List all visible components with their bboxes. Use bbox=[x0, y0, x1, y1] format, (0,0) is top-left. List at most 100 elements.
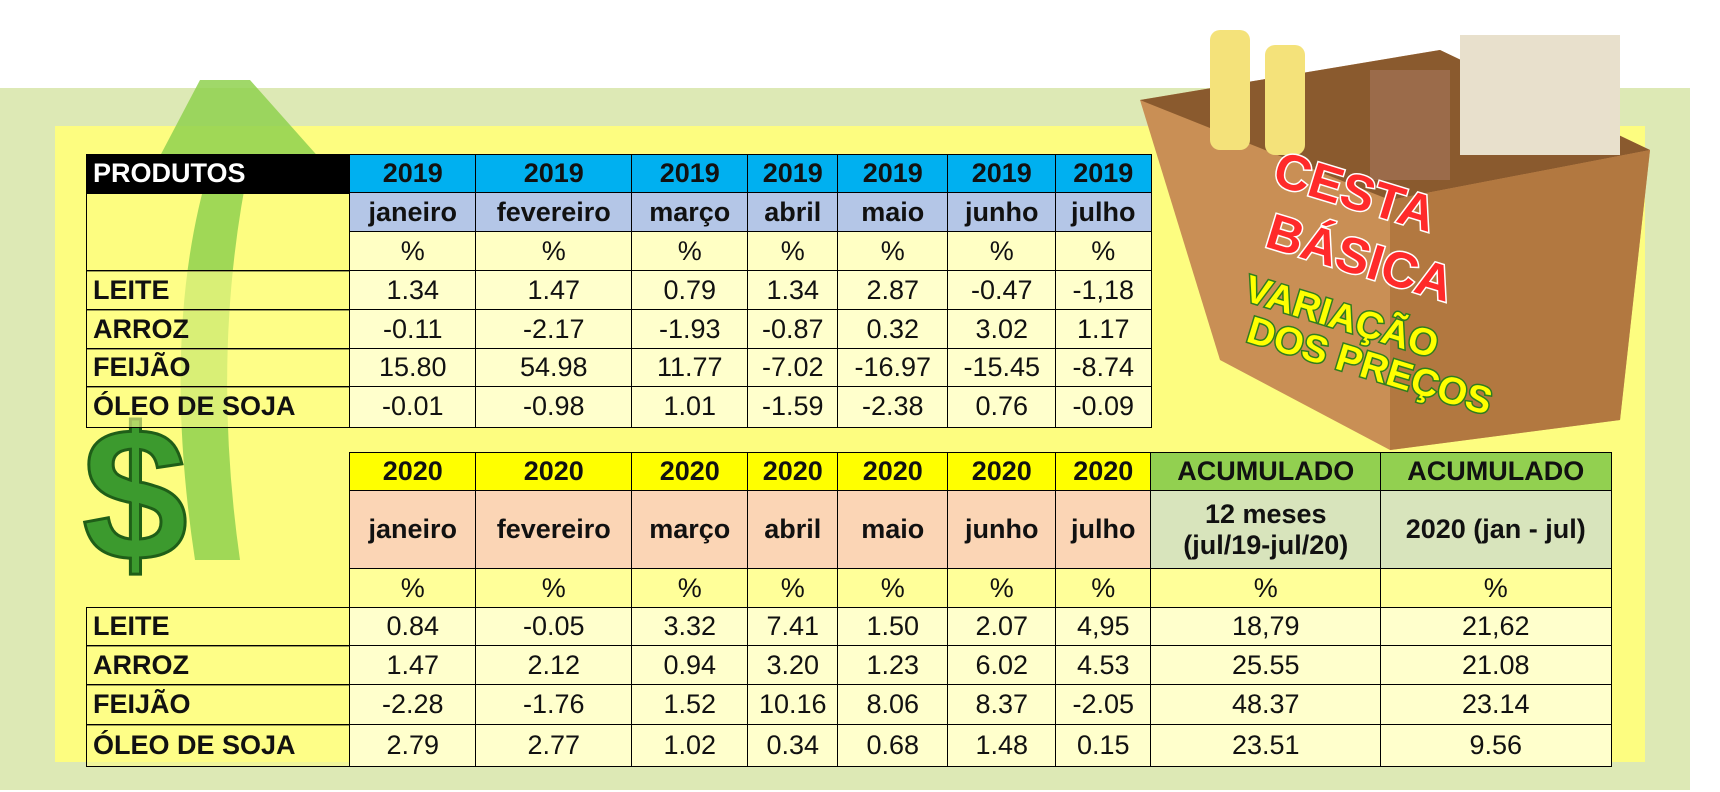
cell-text: 8.37 bbox=[975, 689, 1029, 720]
value-cell: 9.56 bbox=[1380, 724, 1612, 767]
cell-text: 15.80 bbox=[378, 352, 447, 383]
year-cell: 2019 bbox=[747, 154, 839, 194]
cell-text: 0.32 bbox=[866, 313, 920, 344]
month-cell: junho bbox=[947, 192, 1057, 233]
cell-text: LEITE bbox=[93, 274, 170, 305]
cell-text: % bbox=[400, 235, 425, 266]
cell-text: 1.47 bbox=[527, 274, 581, 305]
value-cell: 0.15 bbox=[1055, 724, 1152, 767]
month-cell: julho bbox=[1055, 192, 1152, 233]
cell-text: 1.52 bbox=[663, 689, 717, 720]
cell-text: % bbox=[400, 572, 425, 603]
cell-text: fevereiro bbox=[496, 196, 611, 227]
value-cell: -2.28 bbox=[349, 684, 477, 726]
cell-text: -1,18 bbox=[1072, 274, 1135, 305]
cell-text: 2019 bbox=[1073, 158, 1134, 189]
unit-cell: % bbox=[349, 231, 477, 272]
value-cell: -2.05 bbox=[1055, 684, 1152, 726]
cell-text: 1.34 bbox=[766, 274, 820, 305]
year-cell: 2020 bbox=[747, 452, 839, 492]
cell-text: ARROZ bbox=[93, 649, 189, 680]
cell-text: abril bbox=[764, 514, 822, 545]
cell-text: maio bbox=[861, 514, 925, 545]
cell-text: 2019 bbox=[523, 158, 584, 189]
value-cell: 7.41 bbox=[747, 607, 839, 647]
value-cell: 2.07 bbox=[947, 607, 1057, 647]
cell-text: % bbox=[677, 572, 702, 603]
cell-text: 2.77 bbox=[527, 729, 581, 760]
cell-text: 2019 bbox=[971, 158, 1032, 189]
value-cell: -16.97 bbox=[837, 348, 949, 388]
cell-text: -2.28 bbox=[381, 689, 444, 720]
value-cell: 3.32 bbox=[631, 607, 749, 647]
cell-text: % bbox=[989, 572, 1014, 603]
cell-text: -2.05 bbox=[1072, 689, 1135, 720]
cell-text: fevereiro bbox=[496, 514, 611, 545]
month-cell: fevereiro bbox=[475, 490, 633, 570]
cell-text: 2019 bbox=[762, 158, 823, 189]
cell-text: 2019 bbox=[659, 158, 720, 189]
cell-text: -0.47 bbox=[970, 274, 1033, 305]
year-cell: 2020 bbox=[475, 452, 633, 492]
bottle bbox=[1210, 30, 1250, 150]
unit-cell: % bbox=[631, 231, 749, 272]
cell-text: (jul/19-jul/20) bbox=[1183, 529, 1349, 560]
cell-text: 2020 (jan - jul) bbox=[1405, 514, 1586, 545]
cell-text: 0.68 bbox=[866, 729, 920, 760]
value-cell: 8.37 bbox=[947, 684, 1057, 726]
value-cell: -1.93 bbox=[631, 309, 749, 350]
cell-text: % bbox=[1091, 572, 1116, 603]
cell-text: 48.37 bbox=[1231, 689, 1300, 720]
cell-text: janeiro bbox=[368, 514, 458, 545]
value-cell: 21,62 bbox=[1380, 607, 1612, 647]
cell-text: 7.41 bbox=[766, 611, 820, 642]
month-cell: junho bbox=[947, 490, 1057, 570]
value-cell: 3.02 bbox=[947, 309, 1057, 350]
value-cell: 1.52 bbox=[631, 684, 749, 726]
value-cell: -0.01 bbox=[349, 386, 477, 428]
cell-text: ACUMULADO bbox=[1177, 456, 1355, 487]
cell-text: % bbox=[677, 235, 702, 266]
year-cell: 2020 bbox=[947, 452, 1057, 492]
cell-text: 3.20 bbox=[766, 649, 820, 680]
cell-text: -0.09 bbox=[1072, 391, 1135, 422]
cell-text: -1.59 bbox=[761, 391, 824, 422]
value-cell: -0.05 bbox=[475, 607, 633, 647]
cell-text: % bbox=[880, 572, 905, 603]
unit-cell: % bbox=[631, 568, 749, 609]
cell-text: % bbox=[1483, 572, 1508, 603]
unit-cell: % bbox=[475, 231, 633, 272]
cell-text: -1.93 bbox=[658, 313, 721, 344]
value-cell: -0.98 bbox=[475, 386, 633, 428]
cell-text: abril bbox=[764, 196, 822, 227]
month-cell: julho bbox=[1055, 490, 1152, 570]
cell-text: 21.08 bbox=[1461, 649, 1530, 680]
value-cell: -15.45 bbox=[947, 348, 1057, 388]
cell-text: % bbox=[880, 235, 905, 266]
cell-text: 1.17 bbox=[1076, 313, 1130, 344]
month-cell: janeiro bbox=[349, 490, 477, 570]
cell-text: junho bbox=[965, 196, 1039, 227]
cell-text: 1.47 bbox=[386, 649, 440, 680]
month-cell: 2020 (jan - jul) bbox=[1380, 490, 1612, 570]
unit-cell: % bbox=[475, 568, 633, 609]
cell-text: 1.34 bbox=[386, 274, 440, 305]
value-cell: -2.17 bbox=[475, 309, 633, 350]
cell-text: 1.48 bbox=[975, 729, 1029, 760]
cell-text: junho bbox=[965, 514, 1039, 545]
value-cell: 0.68 bbox=[837, 724, 949, 767]
year-cell: 2020 bbox=[1055, 452, 1152, 492]
unit-cell: % bbox=[947, 568, 1057, 609]
cell-text: 18,79 bbox=[1231, 611, 1300, 642]
cell-text: julho bbox=[1071, 196, 1136, 227]
value-cell: 2.12 bbox=[475, 645, 633, 686]
month-cell: março bbox=[631, 192, 749, 233]
cell-text: 23.51 bbox=[1231, 729, 1300, 760]
month-cell: maio bbox=[837, 192, 949, 233]
header-cell: PRODUTOS bbox=[86, 154, 351, 194]
cell-text: -15.45 bbox=[963, 352, 1041, 383]
cell-text: 0.15 bbox=[1076, 729, 1130, 760]
beans-bag bbox=[1370, 70, 1450, 180]
value-cell: 0.76 bbox=[947, 386, 1057, 428]
value-cell: 4,95 bbox=[1055, 607, 1152, 647]
